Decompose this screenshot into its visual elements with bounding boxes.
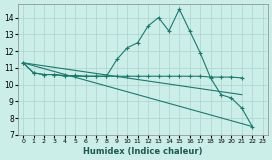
X-axis label: Humidex (Indice chaleur): Humidex (Indice chaleur) — [83, 147, 203, 156]
